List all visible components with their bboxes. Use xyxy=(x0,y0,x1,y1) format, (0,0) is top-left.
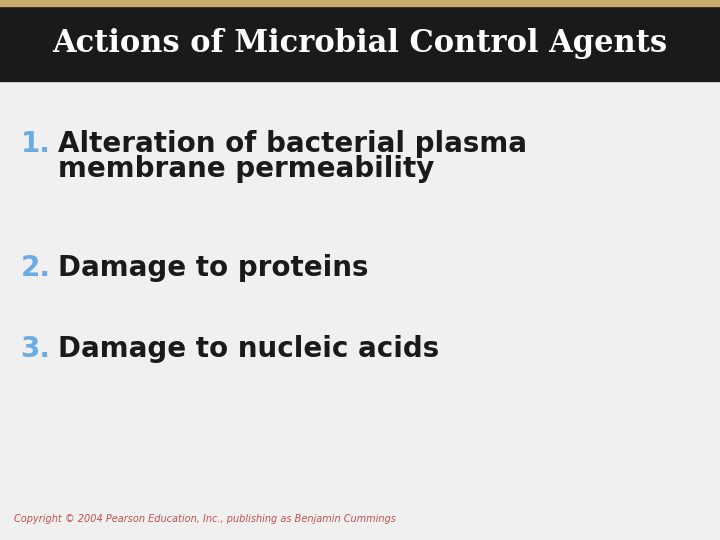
Text: 3.: 3. xyxy=(20,335,50,363)
Text: Damage to nucleic acids: Damage to nucleic acids xyxy=(58,335,439,363)
Text: 2.: 2. xyxy=(20,254,50,282)
Text: membrane permeability: membrane permeability xyxy=(58,155,434,183)
Text: Damage to proteins: Damage to proteins xyxy=(58,254,368,282)
Text: Actions of Microbial Control Agents: Actions of Microbial Control Agents xyxy=(53,28,667,59)
Text: Copyright © 2004 Pearson Education, Inc., publishing as Benjamin Cummings: Copyright © 2004 Pearson Education, Inc.… xyxy=(14,514,396,524)
Text: Alteration of bacterial plasma: Alteration of bacterial plasma xyxy=(58,130,526,158)
Text: 1.: 1. xyxy=(21,130,50,158)
